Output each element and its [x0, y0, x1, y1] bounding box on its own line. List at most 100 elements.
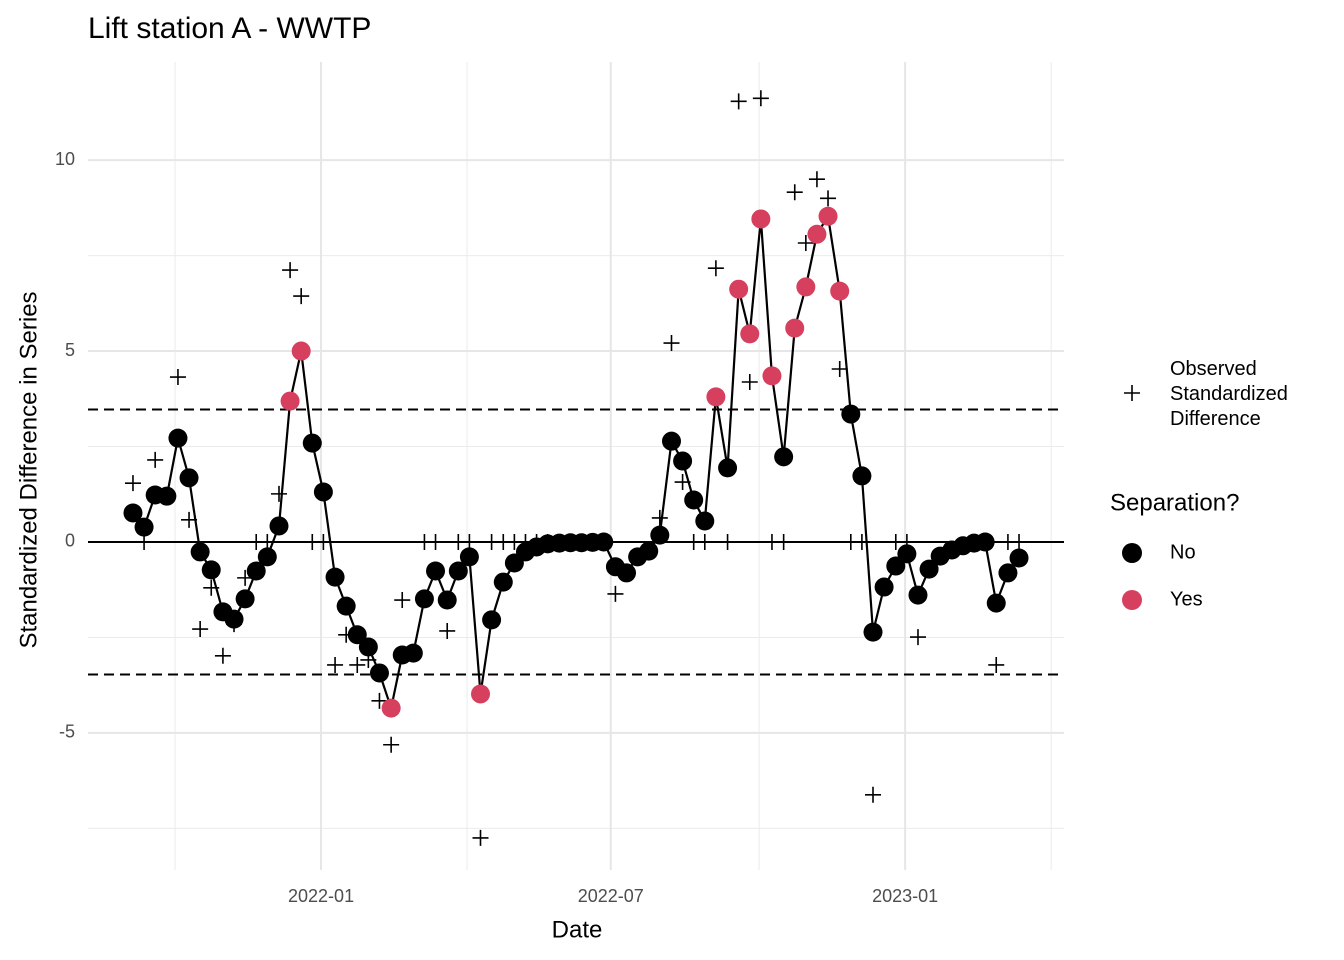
observed-marker	[909, 629, 926, 646]
smoothed-point	[437, 590, 457, 610]
smoothed-point	[325, 567, 345, 587]
smoothed-point	[381, 698, 401, 718]
smoothed-point	[134, 517, 154, 537]
observed-marker	[730, 93, 747, 110]
smoothed-point	[493, 572, 513, 592]
smoothed-point	[168, 428, 188, 448]
observed-marker	[820, 190, 837, 207]
smoothed-point	[224, 609, 244, 629]
x-tick-label: 2022-07	[578, 886, 644, 906]
observed-marker	[136, 533, 153, 550]
smoothed-point	[998, 563, 1018, 583]
smoothed-point	[908, 585, 928, 605]
smoothed-point	[403, 643, 423, 663]
smoothed-point	[157, 486, 177, 506]
smoothed-point	[594, 532, 614, 552]
smoothed-point	[874, 577, 894, 597]
observed-marker	[741, 373, 758, 390]
smoothed-point	[639, 541, 659, 561]
observed-marker	[383, 736, 400, 753]
legend-label: Observed Standardized Difference	[1170, 358, 1288, 430]
smoothed-point	[841, 404, 861, 424]
smoothed-point	[257, 547, 277, 567]
smoothed-point	[718, 458, 738, 478]
y-tick-label: 10	[55, 149, 75, 169]
observed-marker	[472, 829, 489, 846]
observed-marker	[775, 533, 792, 550]
observed-marker	[394, 592, 411, 609]
observed-marker	[192, 621, 209, 638]
smoothed-point	[762, 366, 782, 386]
smoothed-point	[785, 318, 805, 338]
observed-marker	[327, 656, 344, 673]
observed-marker	[865, 786, 882, 803]
smoothed-point	[302, 433, 322, 453]
observed-marker	[293, 288, 310, 305]
smoothed-point	[313, 482, 333, 502]
smoothed-point	[369, 663, 389, 683]
observed-marker	[214, 647, 231, 664]
smoothed-point	[426, 561, 446, 581]
observed-marker	[315, 533, 332, 550]
observed-marker	[808, 171, 825, 188]
smoothed-point	[807, 224, 827, 244]
smoothed-point	[448, 561, 468, 581]
observed-marker	[651, 509, 668, 526]
observed-marker	[1011, 533, 1028, 550]
smoothed-point	[246, 561, 266, 581]
smoothed-point	[684, 490, 704, 510]
observed-marker	[349, 656, 366, 673]
legend-marker	[1124, 385, 1140, 401]
y-tick-label: -5	[59, 722, 75, 742]
smoothed-point	[796, 277, 816, 297]
smoothed-point	[774, 447, 794, 467]
observed-marker	[461, 533, 478, 550]
smoothed-point	[919, 559, 939, 579]
smoothed-point	[336, 596, 356, 616]
smoothed-point	[459, 547, 479, 567]
x-tick-label: 2022-01	[288, 886, 354, 906]
observed-marker	[124, 475, 141, 492]
x-tick-label: 2023-01	[872, 886, 938, 906]
observed-marker	[427, 533, 444, 550]
legend-label: No	[1170, 541, 1196, 563]
smoothed-point	[897, 544, 917, 564]
smoothed-point	[650, 525, 670, 545]
y-tick-label: 0	[65, 531, 75, 551]
smoothed-point	[818, 206, 838, 226]
observed-marker	[831, 361, 848, 378]
smoothed-point	[751, 209, 771, 229]
observed-marker	[663, 335, 680, 352]
smoothed-point	[280, 391, 300, 411]
smoothed-point	[695, 511, 715, 531]
legend-marker	[1122, 543, 1142, 563]
observed-marker	[988, 656, 1005, 673]
smoothed-point	[471, 684, 491, 704]
observed-marker	[282, 262, 299, 279]
observed-marker	[786, 184, 803, 201]
smoothed-point	[886, 556, 906, 576]
observed-marker	[607, 585, 624, 602]
observed-marker	[169, 369, 186, 386]
y-axis-title: Standardized Difference in Series	[15, 291, 42, 648]
legend-marker	[1122, 590, 1142, 610]
smoothed-point	[123, 503, 143, 523]
observed-marker	[439, 622, 456, 639]
smoothed-point	[706, 387, 726, 407]
observed-marker	[719, 533, 736, 550]
smoothed-point	[482, 610, 502, 630]
observed-marker	[752, 90, 769, 107]
smoothed-point	[291, 341, 311, 361]
chart-title: Lift station A - WWTP	[88, 12, 371, 45]
observed-marker	[707, 260, 724, 277]
smoothed-point	[863, 622, 883, 642]
legend-label: Yes	[1170, 588, 1203, 610]
observed-marker	[797, 234, 814, 251]
y-tick-label: 5	[65, 340, 75, 360]
legend-title: Separation?	[1110, 489, 1239, 516]
observed-marker	[696, 533, 713, 550]
observed-marker	[371, 692, 388, 709]
smoothed-point	[235, 589, 255, 609]
smoothed-point	[1009, 548, 1029, 568]
